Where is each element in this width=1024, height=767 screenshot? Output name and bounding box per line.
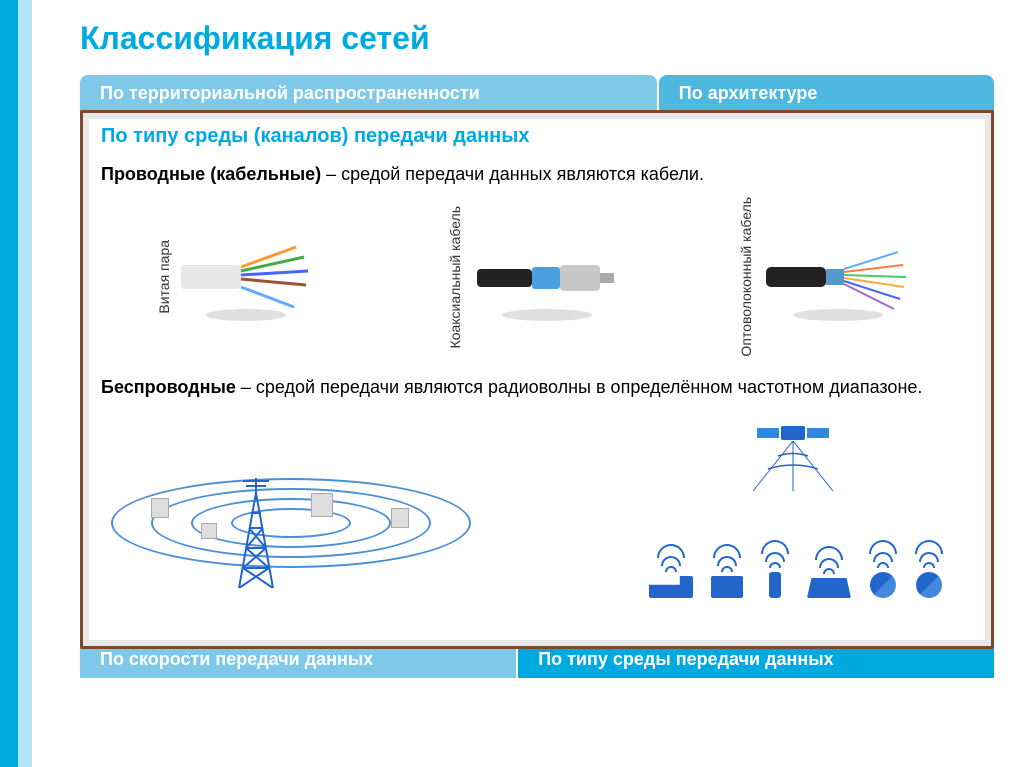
main-panel: По типу среды (каналов) передачи данных … [80,110,994,649]
wireless-rest: – средой передачи являются радиоволны в … [236,377,923,397]
cable-fiber: Оптоволоконный кабель [738,197,918,357]
panel-subtitle: По типу среды (каналов) передачи данных [101,125,973,148]
receiver-phone [761,544,789,598]
cable-twisted-pair: Витая пара [156,227,336,327]
satellite-icon [753,413,833,453]
wireless-description: Беспроводные – средой передачи являются … [101,375,973,400]
cables-row: Витая пара Коаксиальный кабель [101,197,973,357]
wireless-bold: Беспроводные [101,377,236,397]
wired-description: Проводные (кабельные) – средой передачи … [101,162,973,187]
receiver-dish2 [915,544,943,598]
coverage-rings [111,448,471,598]
twisted-label: Витая пара [156,240,172,314]
tab-architecture[interactable]: По архитектуре [659,75,994,112]
tab-territorial[interactable]: По территориальной распространенности [80,75,657,112]
wired-bold: Проводные (кабельные) [101,164,321,184]
cable-coaxial: Коаксиальный кабель [447,206,627,348]
receiver-radio [711,548,743,598]
twisted-pair-image [176,227,336,327]
fiber-image [758,227,918,327]
tower-icon [231,478,281,588]
receiver-ship [807,550,851,598]
receiver-truck [649,548,693,598]
coaxial-image [467,227,627,327]
slide-content: Классификация сетей По территориальной р… [50,0,1024,767]
fiber-label: Оптоволоконный кабель [738,197,754,357]
receivers-row [649,544,943,598]
left-accent-bar-light [18,0,32,767]
receiver-dish1 [869,544,897,598]
tabs-top: По территориальной распространенности По… [80,75,994,112]
slide-title: Классификация сетей [80,20,994,57]
coax-label: Коаксиальный кабель [447,206,463,348]
left-accent-bar [0,0,18,767]
wireless-diagram [101,408,973,628]
wired-rest: – средой передачи данных являются кабели… [321,164,704,184]
